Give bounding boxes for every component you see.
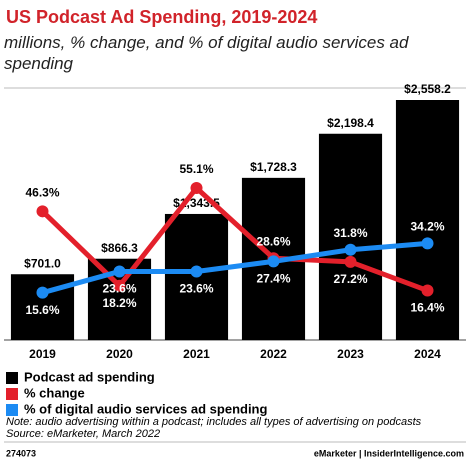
x-tick-label: 2021: [183, 347, 210, 361]
subtitle-box: millions, % change, and % of digital aud…: [4, 33, 409, 73]
point-label: 23.6%: [102, 282, 136, 296]
point: [190, 182, 203, 194]
point: [113, 279, 126, 292]
bar-value-label: $701.0: [24, 256, 61, 270]
legend-label: Podcast ad spending: [24, 369, 155, 384]
point-label: 23.6%: [179, 282, 213, 296]
bar-value-label: $866.3: [101, 241, 138, 255]
point: [267, 255, 280, 268]
x-tick-label: 2019: [29, 347, 56, 361]
legend-label: % change: [24, 385, 85, 400]
bar-value-label: $2,198.4: [327, 116, 374, 130]
point-label: 15.6%: [25, 303, 59, 317]
point-label: 18.2%: [102, 296, 136, 310]
line: [41, 240, 428, 296]
chart-title: US Podcast Ad Spending, 2019-2024: [6, 7, 317, 27]
x-tick-label: 2023: [337, 347, 364, 361]
chart-subtitle: millions, % change, and % of digital aud…: [4, 33, 409, 73]
point-label: 27.2%: [333, 272, 367, 286]
point: [344, 243, 357, 256]
x-tick-label: 2020: [106, 347, 133, 361]
point: [190, 265, 203, 278]
bar: [395, 100, 460, 340]
point-label: 16.4%: [410, 301, 444, 315]
point: [36, 205, 49, 218]
bar-value-label: $1,728.3: [250, 160, 297, 174]
brand: eMarketer | InsiderIntelligence.com: [314, 448, 464, 458]
point: [344, 255, 357, 268]
point-label: 34.2%: [410, 220, 444, 234]
point-label: 46.3%: [25, 185, 59, 199]
point-label: 28.6%: [256, 234, 290, 248]
point-label: 55.1%: [179, 162, 213, 176]
point-label: 31.8%: [333, 226, 367, 240]
note: Note: audio advertising within a podcast…: [6, 416, 422, 428]
bar: [318, 133, 383, 340]
legend-swatch: [6, 372, 18, 384]
point: [36, 286, 49, 299]
x-tick-label: 2024: [414, 347, 441, 361]
x-tick-label: 2022: [260, 347, 287, 361]
legend-label: % of digital audio services ad spending: [24, 401, 267, 416]
point: [421, 237, 434, 250]
source: Source: eMarketer, March 2022: [6, 428, 160, 440]
point: [113, 265, 126, 278]
legend-swatch: [6, 388, 18, 400]
point-label: 27.4%: [256, 272, 290, 286]
chart-id: 274073: [6, 448, 36, 458]
bar-value-label: $2,558.2: [404, 82, 451, 96]
point: [421, 284, 434, 297]
legend-swatch: [6, 404, 18, 416]
